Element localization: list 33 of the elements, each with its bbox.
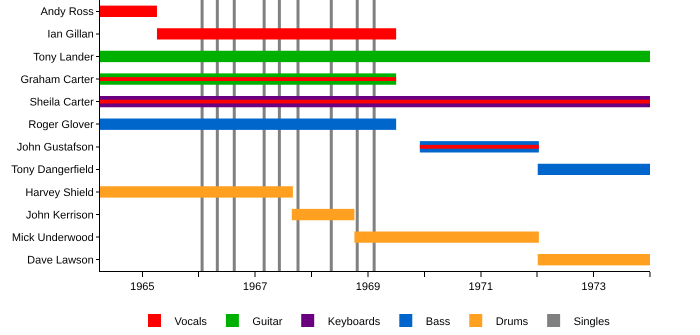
y-tick-label: Harvey Shield xyxy=(25,186,94,199)
bar xyxy=(100,186,293,198)
bar xyxy=(538,164,650,176)
y-tick-label: Dave Lawson xyxy=(27,254,94,267)
bar xyxy=(100,118,396,130)
bar xyxy=(354,231,539,243)
y-tick-label: Ian Gillan xyxy=(47,28,94,41)
y-tick-label: Sheila Carter xyxy=(30,96,94,108)
x-tick-label: 1973 xyxy=(581,281,606,294)
bar xyxy=(538,254,650,266)
x-tick-label: 1967 xyxy=(242,281,268,294)
bar xyxy=(100,50,650,62)
legend-label: Singles xyxy=(574,316,610,328)
x-tick-label: 1965 xyxy=(130,281,155,294)
bar xyxy=(100,100,650,104)
x-tick-label: 1969 xyxy=(356,281,380,294)
y-tick-label: John Gustafson xyxy=(16,142,94,154)
legend-label: Vocals xyxy=(174,316,208,328)
legend-label: Drums xyxy=(496,316,529,328)
legend-label: Bass xyxy=(426,316,451,328)
legend-label: Guitar xyxy=(252,316,283,328)
y-tick-label: Andy Ross xyxy=(40,6,94,18)
y-tick-label: Tony Lander xyxy=(33,51,94,64)
y-tick-label: John Kerrison xyxy=(26,209,94,222)
bar xyxy=(420,144,539,149)
bar xyxy=(100,77,396,81)
legend-label: Keyboards xyxy=(328,316,381,328)
y-tick-label: Roger Glover xyxy=(28,119,94,132)
y-tick-label: Mick Underwood xyxy=(12,232,94,244)
bar xyxy=(292,208,354,220)
y-tick-label: Tony Dangerfield xyxy=(11,164,94,176)
y-tick-label: Graham Carter xyxy=(20,74,94,86)
x-tick-label: 1971 xyxy=(468,281,494,294)
